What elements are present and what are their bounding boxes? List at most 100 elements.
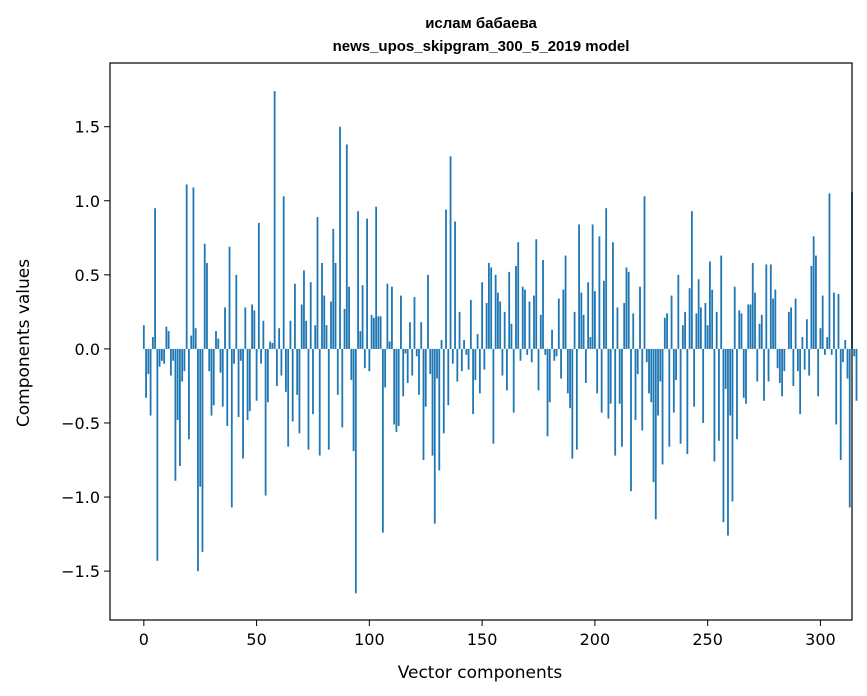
bar xyxy=(736,348,738,440)
bar xyxy=(492,348,495,444)
bar xyxy=(501,348,504,376)
bar xyxy=(278,328,281,349)
bar xyxy=(835,348,838,425)
bar xyxy=(738,310,741,349)
bar xyxy=(361,285,364,349)
bar xyxy=(303,270,305,349)
bar xyxy=(542,260,544,349)
bar xyxy=(289,320,292,349)
x-axis-ticks: 0 50 100 150 200 250 300 xyxy=(139,620,836,649)
bar xyxy=(447,348,450,406)
bar xyxy=(618,348,621,404)
bar xyxy=(765,264,768,349)
bar xyxy=(400,295,402,349)
bar xyxy=(165,326,168,349)
bar xyxy=(151,337,154,349)
bar xyxy=(460,348,463,372)
bar xyxy=(517,242,520,349)
bar xyxy=(359,331,362,349)
bar xyxy=(722,348,725,523)
bar xyxy=(465,348,468,355)
bar xyxy=(370,314,373,349)
bar xyxy=(334,262,337,349)
bar xyxy=(569,348,571,409)
bar xyxy=(555,348,558,357)
bar xyxy=(510,323,513,349)
bar xyxy=(217,338,220,349)
bar xyxy=(228,246,231,349)
bar xyxy=(688,288,691,349)
bar xyxy=(521,286,524,349)
bar xyxy=(663,317,666,349)
bar xyxy=(163,348,166,364)
bar xyxy=(724,348,727,389)
bar xyxy=(269,341,272,349)
bar xyxy=(179,348,181,466)
bar xyxy=(632,313,635,349)
bar xyxy=(679,348,682,444)
bar xyxy=(296,348,299,395)
bar xyxy=(411,348,414,376)
bar xyxy=(767,348,770,382)
bar xyxy=(749,304,752,349)
bar xyxy=(160,348,163,361)
bar xyxy=(300,304,303,349)
bar xyxy=(156,348,159,561)
bar xyxy=(422,348,425,461)
bar xyxy=(246,348,249,421)
bar xyxy=(781,348,783,397)
bar xyxy=(763,348,765,401)
bar xyxy=(799,348,802,415)
bar xyxy=(652,348,655,483)
bar xyxy=(776,348,779,369)
bar xyxy=(684,311,686,349)
bar xyxy=(641,348,644,431)
bar xyxy=(262,320,265,349)
bar xyxy=(145,348,147,398)
bar xyxy=(436,348,438,379)
bar xyxy=(578,224,580,349)
bar xyxy=(677,274,680,349)
bar xyxy=(593,291,596,349)
bar xyxy=(206,262,208,349)
bar xyxy=(769,264,772,349)
bar xyxy=(645,348,648,363)
bar xyxy=(384,348,387,388)
bar xyxy=(316,217,319,349)
bar xyxy=(598,236,601,349)
bar xyxy=(343,308,346,349)
bar xyxy=(325,325,328,349)
bar xyxy=(668,348,671,447)
bar xyxy=(257,222,260,349)
bar xyxy=(783,348,786,372)
bar xyxy=(445,209,447,349)
bar xyxy=(697,279,700,349)
bar xyxy=(675,348,677,381)
plot-frame xyxy=(109,62,853,621)
bar xyxy=(458,311,461,349)
bars-group xyxy=(142,91,858,594)
bar xyxy=(792,348,795,386)
bar xyxy=(395,348,398,432)
bar xyxy=(280,348,283,376)
bar xyxy=(194,328,197,349)
bar xyxy=(260,348,262,364)
bar xyxy=(636,348,639,375)
bar xyxy=(650,348,653,403)
x-tick-label: 150 xyxy=(467,630,498,649)
bar xyxy=(824,348,826,355)
bar xyxy=(627,271,630,349)
bar xyxy=(634,348,637,421)
bar xyxy=(600,348,603,413)
bar xyxy=(307,348,310,450)
bar xyxy=(837,294,840,349)
bar xyxy=(796,348,799,372)
bar xyxy=(388,341,391,349)
x-tick-label: 100 xyxy=(354,630,385,649)
bar xyxy=(828,193,831,349)
bar xyxy=(808,348,811,376)
bar xyxy=(478,348,481,394)
bar xyxy=(285,348,287,392)
bar xyxy=(345,144,348,349)
bar xyxy=(855,348,858,401)
